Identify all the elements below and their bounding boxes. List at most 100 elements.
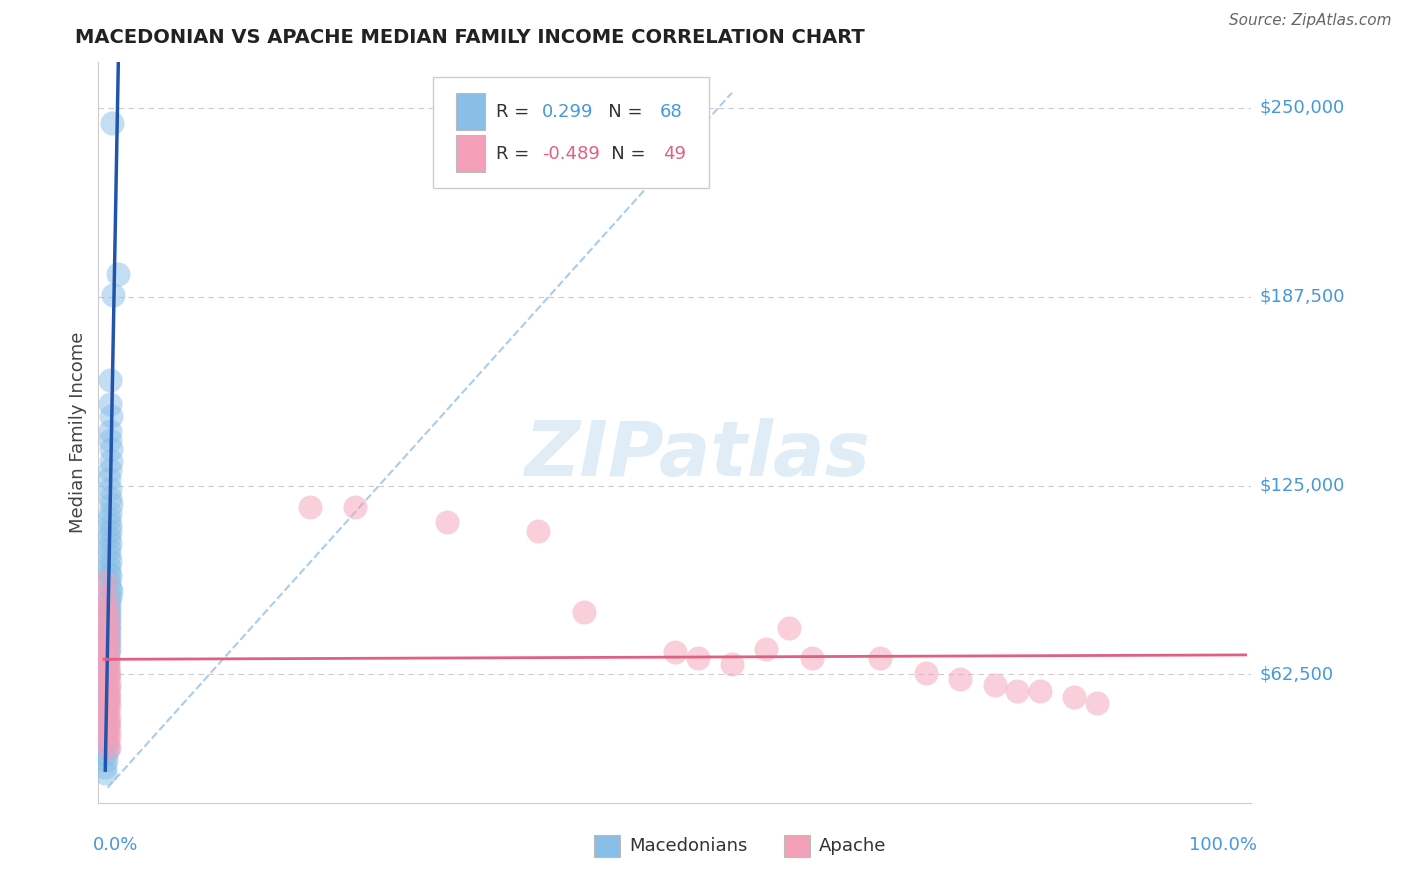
Point — [96, 735, 118, 749]
Point — [98, 517, 121, 532]
Text: Source: ZipAtlas.com: Source: ZipAtlas.com — [1229, 13, 1392, 29]
Point — [96, 635, 118, 649]
Point — [98, 463, 121, 477]
Point — [96, 650, 118, 665]
Point — [436, 515, 458, 529]
Point — [98, 554, 121, 568]
Point — [97, 741, 120, 756]
Text: $250,000: $250,000 — [1260, 99, 1346, 117]
Point — [97, 530, 120, 544]
Point — [97, 566, 120, 581]
Point — [98, 506, 121, 520]
Text: 0.0%: 0.0% — [93, 836, 138, 855]
Point — [97, 720, 120, 734]
Point — [800, 650, 823, 665]
Point — [98, 569, 121, 583]
Point — [94, 765, 117, 780]
Point — [97, 699, 120, 714]
Point — [98, 373, 121, 387]
Point — [98, 524, 121, 538]
Point — [983, 678, 1005, 692]
Point — [97, 617, 120, 632]
Point — [97, 674, 120, 689]
Point — [96, 747, 118, 762]
Point — [96, 726, 118, 740]
Point — [96, 657, 118, 671]
Point — [96, 663, 118, 677]
Text: 0.299: 0.299 — [543, 103, 593, 120]
FancyBboxPatch shape — [785, 835, 810, 857]
Point — [97, 599, 120, 614]
Point — [1085, 696, 1108, 710]
Point — [1063, 690, 1085, 704]
Point — [96, 714, 118, 729]
Text: MACEDONIAN VS APACHE MEDIAN FAMILY INCOME CORRELATION CHART: MACEDONIAN VS APACHE MEDIAN FAMILY INCOM… — [76, 28, 865, 47]
Point — [96, 606, 118, 620]
Point — [98, 433, 121, 447]
Text: ZIPatlas: ZIPatlas — [524, 417, 870, 491]
Point — [97, 548, 120, 562]
Point — [298, 500, 321, 514]
Text: R =: R = — [496, 145, 536, 163]
Point — [949, 672, 972, 686]
Point — [98, 397, 121, 411]
Point — [97, 512, 120, 526]
Point — [98, 536, 121, 550]
Point — [96, 639, 118, 653]
Point — [96, 650, 118, 665]
Point — [96, 674, 118, 689]
Point — [1029, 684, 1052, 698]
Point — [96, 645, 118, 659]
Point — [97, 593, 120, 607]
Point — [96, 754, 118, 768]
Point — [100, 497, 122, 511]
Point — [96, 705, 118, 719]
Point — [97, 560, 120, 574]
Point — [97, 681, 120, 695]
Text: Apache: Apache — [820, 837, 886, 855]
Point — [96, 599, 118, 614]
Point — [96, 624, 118, 638]
Point — [97, 665, 120, 680]
Point — [97, 711, 120, 725]
Point — [100, 442, 122, 457]
Point — [97, 606, 120, 620]
Point — [98, 581, 121, 595]
Point — [96, 699, 118, 714]
Point — [97, 541, 120, 556]
Point — [100, 584, 122, 599]
Point — [96, 711, 118, 725]
FancyBboxPatch shape — [595, 835, 620, 857]
Point — [96, 696, 118, 710]
Point — [96, 635, 118, 649]
Point — [98, 591, 121, 605]
Point — [572, 606, 595, 620]
Point — [97, 729, 120, 743]
Point — [98, 424, 121, 438]
Point — [96, 626, 118, 640]
Point — [107, 267, 129, 281]
Point — [96, 669, 118, 683]
Text: Macedonians: Macedonians — [628, 837, 747, 855]
Point — [96, 611, 118, 625]
Text: 100.0%: 100.0% — [1189, 836, 1257, 855]
Text: -0.489: -0.489 — [543, 145, 600, 163]
Point — [96, 735, 118, 749]
Text: N =: N = — [595, 145, 651, 163]
Point — [96, 630, 118, 644]
Point — [96, 669, 118, 683]
Point — [915, 665, 938, 680]
Text: $62,500: $62,500 — [1260, 665, 1334, 683]
Point — [101, 116, 124, 130]
Point — [96, 608, 118, 623]
Text: 68: 68 — [659, 103, 683, 120]
Point — [96, 687, 118, 701]
Point — [96, 741, 118, 756]
Point — [96, 641, 118, 656]
Point — [97, 641, 120, 656]
Point — [527, 524, 550, 538]
Point — [96, 630, 118, 644]
Y-axis label: Median Family Income: Median Family Income — [69, 332, 87, 533]
Point — [96, 645, 118, 659]
Point — [664, 645, 686, 659]
